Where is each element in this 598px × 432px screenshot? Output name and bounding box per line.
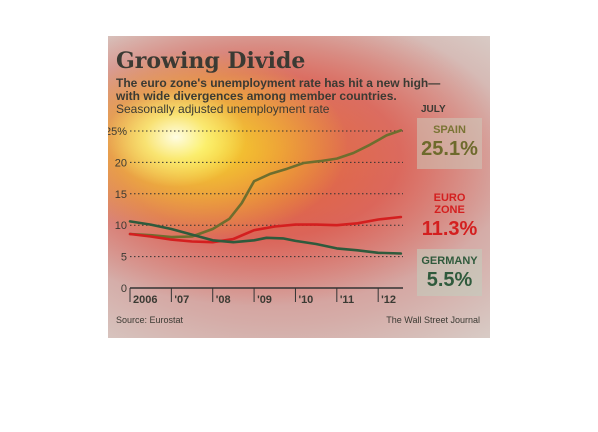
spain-end-value: 25.1% [421,138,478,160]
y-tick-label-15: 15 [115,189,127,201]
chart-figure: Growing Divide The euro zone's unemploym… [108,36,490,338]
x-tick-label-2009: '09 [257,294,272,306]
x-tick-label-2008: '08 [216,294,231,306]
y-tick-label-25: 25% [108,126,127,138]
spain-series-name: SPAIN [433,124,466,136]
eurozone-end-value: 11.3% [421,218,478,240]
germany-series-name: GERMANY [421,255,478,267]
y-tick-label-10: 10 [115,220,127,232]
germany-end-label: GERMANY 5.5% [417,249,482,296]
y-tick-label-20: 20 [115,157,127,169]
x-tick-label-2007: '07 [174,294,189,306]
spain-end-label: SPAIN 25.1% [417,118,482,169]
line-chart: 0 5 10 15 20 25% 2006 '07 '08 '09 '10 '11 '12 [108,126,403,306]
x-tick-label-2010: '10 [298,294,313,306]
series-line-spain [128,129,403,239]
source-note: Source: Eurostat [116,315,184,325]
credit-note: The Wall Street Journal [386,315,480,325]
chart-note: Seasonally adjusted unemployment rate [116,102,330,116]
y-tick-label-0: 0 [121,283,127,295]
eurozone-end-label: EURO ZONE 11.3% [417,186,482,240]
series-line-germany [128,220,403,255]
germany-end-value: 5.5% [426,269,473,291]
chart-subtitle-line-2: with wide divergences among member count… [116,89,397,103]
chart-title: Growing Divide [116,48,306,74]
x-tick-label-2006: 2006 [133,294,157,306]
x-tick-label-2011: '11 [340,294,354,306]
eurozone-series-name: EURO ZONE [433,192,466,216]
end-label-header: JULY [421,104,446,115]
x-tick-label-2012: '12 [381,294,396,306]
y-tick-label-5: 5 [121,252,127,264]
series-line-euro-zone [128,215,403,244]
chart-subtitle-line-1: The euro zone's unemployment rate has hi… [116,76,441,90]
